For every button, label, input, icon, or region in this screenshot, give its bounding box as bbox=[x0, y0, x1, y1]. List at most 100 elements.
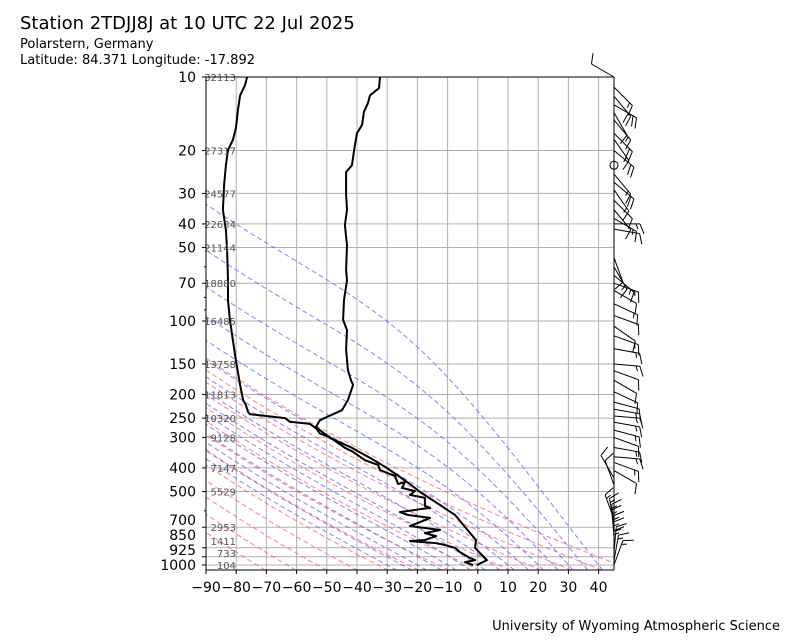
barb-staff bbox=[613, 335, 639, 346]
barb-half bbox=[623, 207, 628, 213]
barb-full bbox=[639, 223, 645, 235]
grid-lines bbox=[205, 76, 614, 570]
barb-half bbox=[613, 516, 620, 520]
barb-full bbox=[639, 353, 643, 364]
wind-barb bbox=[613, 539, 634, 566]
y-tick-label: 500 bbox=[169, 485, 196, 501]
barb-half bbox=[635, 417, 638, 424]
barb-staff bbox=[613, 189, 630, 212]
y-tick-label: 30 bbox=[178, 186, 196, 202]
height-label: 10320 bbox=[204, 414, 236, 425]
barb-staff bbox=[613, 112, 628, 136]
barb-half bbox=[611, 511, 618, 515]
wind-barb bbox=[604, 453, 615, 486]
wind-barb bbox=[613, 257, 624, 290]
barb-full bbox=[634, 303, 638, 315]
barb-full bbox=[622, 210, 630, 221]
x-tick-label: 40 bbox=[590, 580, 608, 596]
barb-staff bbox=[613, 119, 632, 141]
wind-barb bbox=[613, 348, 643, 364]
barb-full bbox=[611, 504, 622, 511]
barb-full bbox=[618, 532, 630, 536]
height-label: 32113 bbox=[204, 73, 236, 84]
x-tick-label: 30 bbox=[559, 580, 577, 596]
wind-barb bbox=[613, 325, 636, 352]
wind-barb bbox=[609, 160, 619, 170]
height-label: 24577 bbox=[204, 189, 236, 200]
barb-full bbox=[632, 340, 636, 352]
height-label: 18880 bbox=[204, 279, 236, 290]
barb-full bbox=[639, 366, 644, 377]
wind-barb bbox=[613, 526, 625, 557]
barb-staff bbox=[613, 470, 637, 484]
wind-barb bbox=[613, 132, 633, 162]
barb-full bbox=[627, 196, 632, 207]
barb-staff bbox=[613, 86, 633, 106]
wind-barb bbox=[613, 303, 639, 326]
moist-adiabat bbox=[206, 339, 544, 570]
station-location: Polarstern, Germany bbox=[20, 37, 154, 52]
barb-half bbox=[628, 289, 632, 295]
wind-barb bbox=[613, 274, 635, 303]
dry-adiabat bbox=[206, 407, 511, 570]
barb-staff bbox=[613, 181, 635, 200]
y-tick-label: 50 bbox=[178, 241, 196, 257]
y-tick-label: 70 bbox=[178, 276, 196, 292]
barb-full bbox=[634, 483, 638, 495]
y-tick-label: 20 bbox=[178, 143, 196, 159]
wind-barb bbox=[613, 429, 641, 448]
barb-full bbox=[613, 517, 625, 523]
barb-full bbox=[600, 446, 609, 456]
barb-half bbox=[635, 458, 638, 464]
y-tick-label: 100 bbox=[169, 314, 196, 330]
chart-title: Station 2TDJJ8J at 10 UTC 22 Jul 2025 bbox=[20, 13, 355, 34]
barb-staff bbox=[613, 401, 640, 410]
wind-barb bbox=[613, 290, 638, 315]
barb-full bbox=[625, 139, 632, 150]
y-tick-label: 300 bbox=[169, 430, 196, 446]
moist-adiabat bbox=[206, 423, 457, 570]
barb-full bbox=[590, 53, 594, 65]
barb-full bbox=[604, 487, 614, 496]
barb-full bbox=[639, 426, 643, 438]
height-label: 2953 bbox=[211, 523, 236, 534]
barb-full bbox=[625, 116, 632, 126]
station-coordinates: Latitude: 84.371 Longitude: -17.892 bbox=[20, 53, 255, 68]
wind-barb bbox=[613, 447, 643, 463]
height-label: 27317 bbox=[204, 146, 236, 157]
wind-barb bbox=[613, 266, 628, 299]
dry-adiabat bbox=[206, 479, 358, 570]
barb-full bbox=[631, 115, 634, 127]
barb-staff bbox=[613, 257, 624, 283]
y-tick-label: 150 bbox=[169, 357, 196, 373]
wind-barb bbox=[614, 223, 645, 235]
y-tick-label: 10 bbox=[178, 70, 196, 86]
barb-staff bbox=[613, 540, 624, 566]
barb-full bbox=[614, 281, 624, 290]
wind-barb bbox=[613, 421, 643, 438]
dry-adiabat bbox=[206, 357, 614, 564]
barb-full bbox=[613, 526, 625, 532]
barb-half bbox=[635, 425, 638, 432]
wind-barb bbox=[613, 218, 638, 243]
wind-barb bbox=[613, 315, 640, 336]
barb-full bbox=[609, 492, 619, 499]
barb-staff bbox=[613, 315, 639, 325]
barb-half bbox=[617, 537, 624, 540]
height-label: 9128 bbox=[211, 433, 236, 444]
barb-full bbox=[638, 436, 641, 448]
sounding-traces bbox=[221, 77, 488, 566]
barb-full bbox=[627, 164, 632, 175]
barb-half bbox=[609, 499, 616, 503]
wind-barb bbox=[613, 119, 632, 150]
wind-barb bbox=[613, 436, 640, 458]
x-tick-label: 10 bbox=[499, 580, 517, 596]
barb-staff bbox=[613, 138, 630, 161]
wind-barb bbox=[613, 86, 633, 116]
wind-barbs bbox=[590, 53, 645, 566]
x-tick-label: −60 bbox=[282, 580, 312, 596]
x-tick-label: −30 bbox=[372, 580, 402, 596]
barb-full bbox=[613, 510, 625, 516]
barb-staff bbox=[613, 173, 632, 195]
